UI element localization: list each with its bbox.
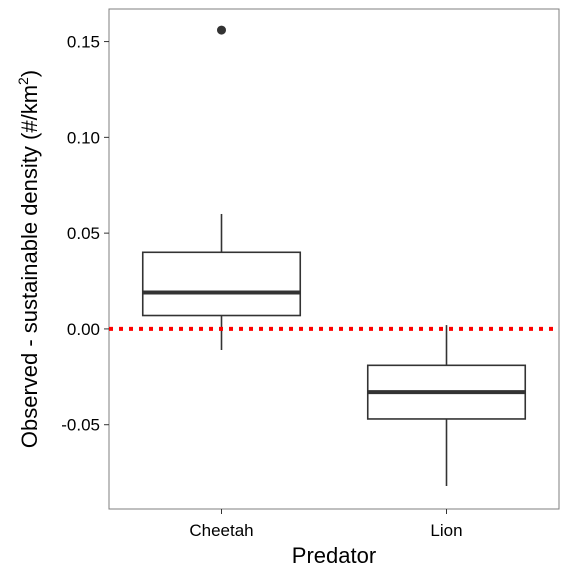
y-tick-label: 0.15 <box>67 33 100 52</box>
box-lion <box>366 325 527 487</box>
y-axis: 0.15 0.10 0.05 0.00 -0.05 <box>61 33 109 435</box>
boxes <box>141 25 527 487</box>
y-tick-label: -0.05 <box>61 416 100 435</box>
y-axis-title: Observed - sustainable density (#/km2) <box>15 70 42 448</box>
y-axis-title-superscript: 2 <box>15 77 31 85</box>
y-tick-label: 0.00 <box>67 320 100 339</box>
y-axis-title-close: ) <box>17 70 42 77</box>
outlier-point <box>217 25 226 35</box>
x-axis-title: Predator <box>292 543 376 567</box>
x-axis: Cheetah Lion <box>189 509 463 540</box>
box-cheetah <box>141 25 302 350</box>
box-iqr <box>141 251 302 317</box>
y-axis-title-main: Observed - sustainable density (#/km <box>17 85 42 448</box>
y-tick-label: 0.10 <box>67 128 100 147</box>
y-tick-label: 0.05 <box>67 224 100 243</box>
x-tick-label: Lion <box>430 521 462 540</box>
x-tick-label: Cheetah <box>189 521 253 540</box>
